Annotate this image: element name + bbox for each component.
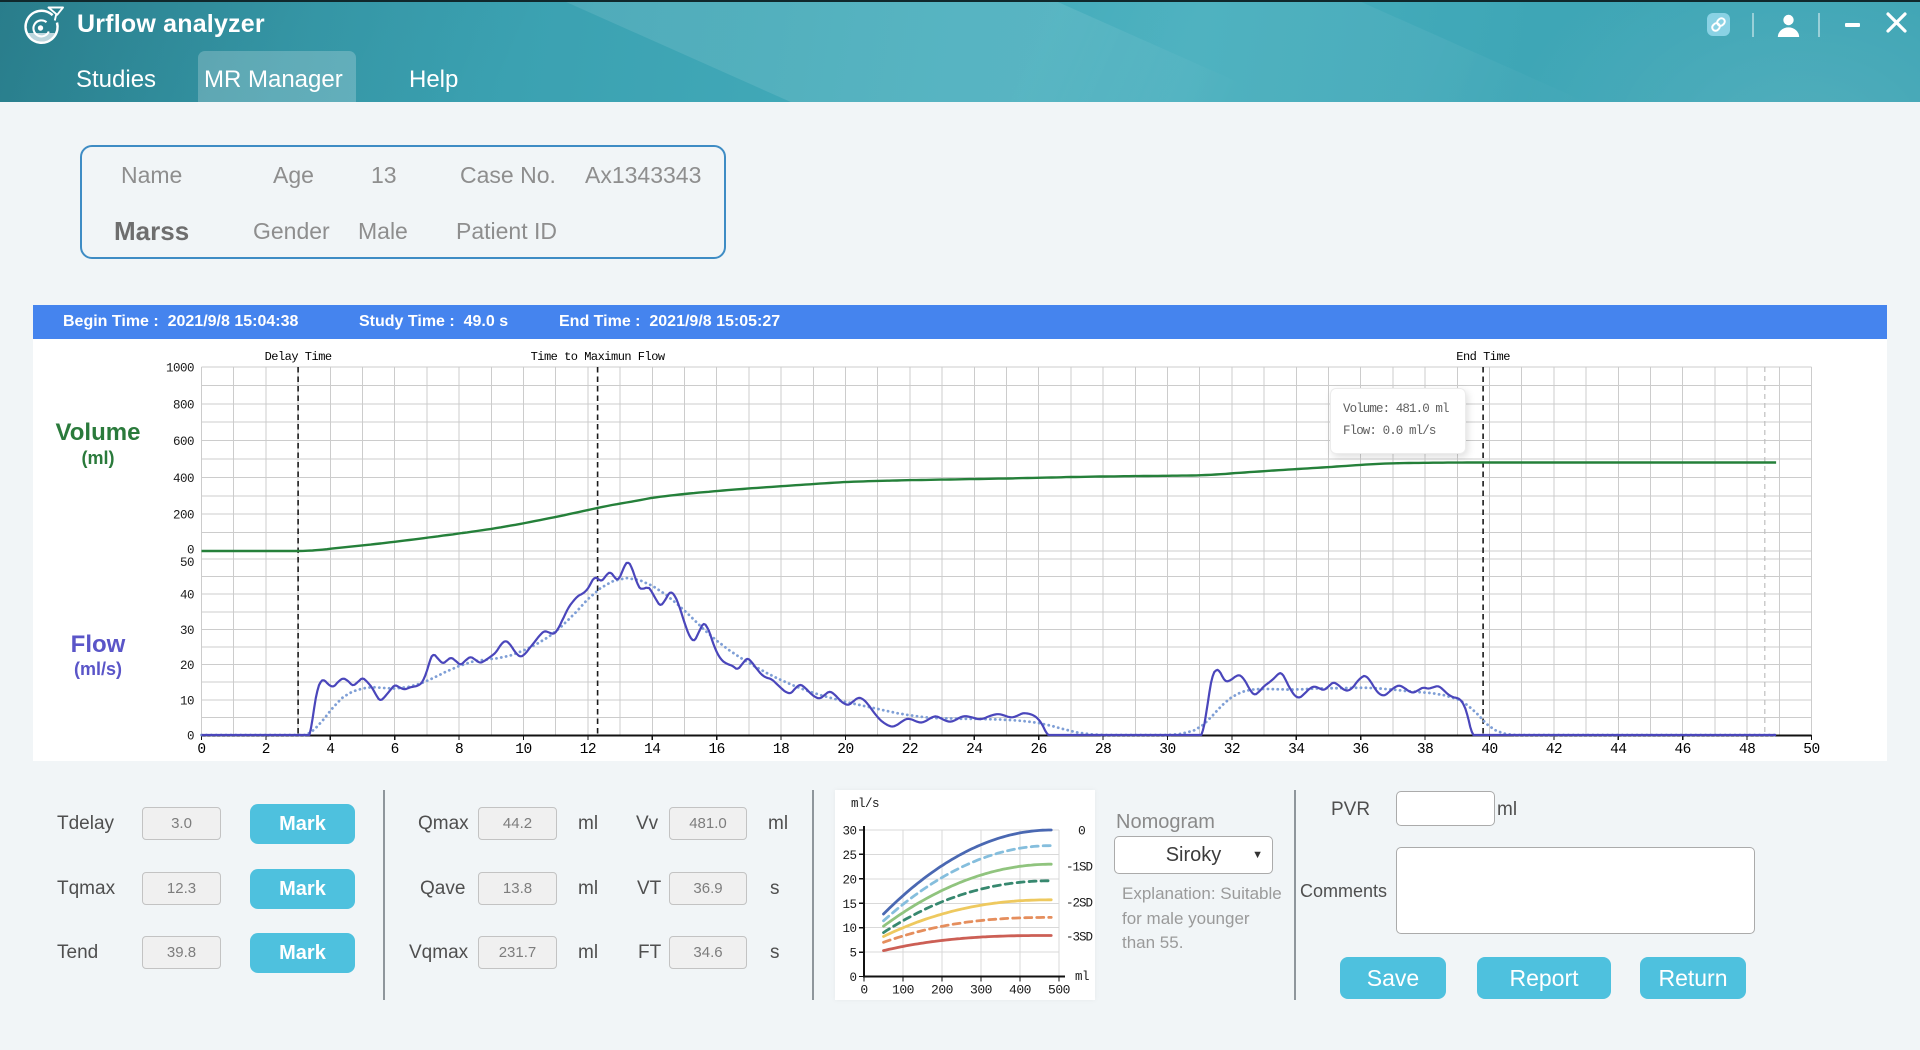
svg-text:20: 20 — [837, 742, 853, 758]
svg-text:0: 0 — [1078, 824, 1085, 839]
svg-text:30: 30 — [842, 825, 856, 839]
svg-text:4: 4 — [326, 742, 334, 758]
svg-text:34: 34 — [1288, 742, 1304, 758]
svg-text:ml/s: ml/s — [851, 797, 879, 811]
svg-text:Delay Time: Delay Time — [265, 350, 332, 364]
svg-text:40: 40 — [1481, 742, 1497, 758]
svg-text:32: 32 — [1224, 742, 1240, 758]
svg-text:ml: ml — [1075, 970, 1089, 984]
svg-text:800: 800 — [173, 398, 194, 412]
svg-text:Time to Maximun Flow: Time to Maximun Flow — [531, 350, 666, 364]
svg-text:38: 38 — [1417, 742, 1433, 758]
svg-text:200: 200 — [173, 509, 194, 523]
svg-text:30: 30 — [1159, 742, 1175, 758]
svg-text:10: 10 — [842, 922, 856, 936]
svg-text:40: 40 — [180, 589, 194, 603]
svg-text:1000: 1000 — [166, 362, 194, 376]
svg-text:400: 400 — [1009, 983, 1031, 998]
svg-text:42: 42 — [1546, 742, 1562, 758]
svg-text:0: 0 — [187, 730, 194, 744]
svg-text:6: 6 — [391, 742, 399, 758]
svg-text:24: 24 — [966, 742, 982, 758]
svg-text:500: 500 — [1048, 983, 1070, 998]
svg-text:44: 44 — [1610, 742, 1626, 758]
svg-text:16: 16 — [708, 742, 724, 758]
svg-text:0: 0 — [849, 971, 856, 985]
svg-text:-2SD: -2SD — [1066, 896, 1093, 910]
svg-text:0: 0 — [197, 742, 205, 758]
svg-text:10: 10 — [515, 742, 531, 758]
svg-text:300: 300 — [970, 983, 992, 998]
svg-text:100: 100 — [892, 983, 914, 998]
svg-text:50: 50 — [1803, 742, 1819, 758]
svg-text:400: 400 — [173, 472, 194, 486]
svg-text:22: 22 — [902, 742, 918, 758]
svg-text:30: 30 — [180, 624, 194, 638]
svg-text:20: 20 — [180, 659, 194, 673]
svg-text:2: 2 — [262, 742, 270, 758]
svg-text:10: 10 — [180, 694, 194, 708]
svg-text:600: 600 — [173, 435, 194, 449]
svg-text:200: 200 — [931, 983, 953, 998]
svg-text:5: 5 — [849, 947, 856, 961]
svg-text:0: 0 — [860, 983, 867, 998]
svg-text:-1SD: -1SD — [1066, 861, 1093, 875]
svg-text:28: 28 — [1095, 742, 1111, 758]
svg-text:25: 25 — [842, 849, 856, 863]
svg-text:48: 48 — [1739, 742, 1755, 758]
svg-text:20: 20 — [842, 873, 856, 887]
svg-text:0: 0 — [187, 544, 194, 558]
svg-text:-3SD: -3SD — [1066, 931, 1093, 945]
svg-text:12: 12 — [580, 742, 596, 758]
svg-text:8: 8 — [455, 742, 463, 758]
svg-text:26: 26 — [1030, 742, 1046, 758]
svg-text:50: 50 — [180, 556, 194, 570]
svg-text:46: 46 — [1674, 742, 1690, 758]
svg-text:15: 15 — [842, 898, 856, 912]
svg-text:End Time: End Time — [1456, 350, 1510, 364]
svg-text:18: 18 — [773, 742, 789, 758]
svg-text:14: 14 — [644, 742, 660, 758]
svg-text:36: 36 — [1352, 742, 1368, 758]
